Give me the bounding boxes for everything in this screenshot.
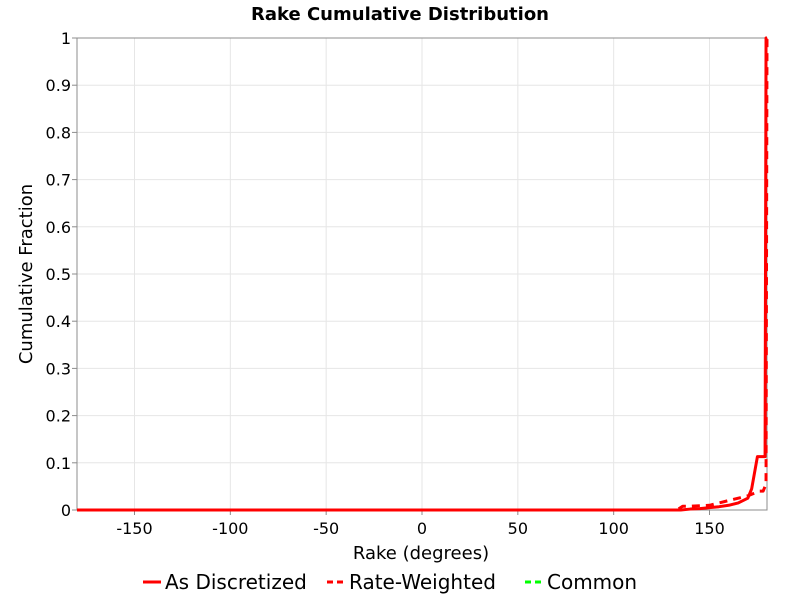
legend: As Discretized Rate-Weighted Common: [143, 570, 637, 594]
x-tick-label-1: -100: [212, 519, 248, 538]
y-tick-label-10: 1: [61, 29, 71, 48]
series-line-rate-weighted: [77, 37, 769, 512]
y-tick-label-2: 0.2: [46, 407, 71, 426]
legend-label-2: Common: [547, 570, 637, 594]
y-tick-label-0: 0: [61, 501, 71, 520]
x-axis-label: Rake (degrees): [353, 543, 489, 564]
y-tick-label-7: 0.7: [46, 171, 71, 190]
legend-label-0: As Discretized: [165, 570, 307, 594]
chart-title: Rake Cumulative Distribution: [251, 4, 549, 25]
series-line-as-discretized: [77, 36, 768, 512]
legend-label-1: Rate-Weighted: [349, 570, 496, 594]
x-tick-label-5: 100: [598, 519, 629, 538]
y-tick-label-5: 0.5: [46, 265, 71, 284]
x-tick-label-2: -50: [313, 519, 339, 538]
y-tick-label-3: 0.3: [46, 359, 71, 378]
x-tick-label-3: 0: [417, 519, 427, 538]
y-axis-label: Cumulative Fraction: [16, 184, 37, 364]
x-tick-label-6: 150: [694, 519, 725, 538]
plot-area: -150 -100 -50 0 50 100 150 0 0.1 0.2 0.3 0.4 0.5 0.6 0…: [46, 29, 769, 538]
x-tick-label-0: -150: [116, 519, 152, 538]
y-tick-label-9: 0.9: [46, 76, 71, 95]
y-tick-label-4: 0.4: [46, 312, 71, 331]
x-tick-label-4: 50: [508, 519, 528, 538]
y-tick-label-1: 0.1: [46, 454, 71, 473]
y-tick-label-8: 0.8: [46, 123, 71, 142]
y-tick-label-6: 0.6: [46, 218, 71, 237]
